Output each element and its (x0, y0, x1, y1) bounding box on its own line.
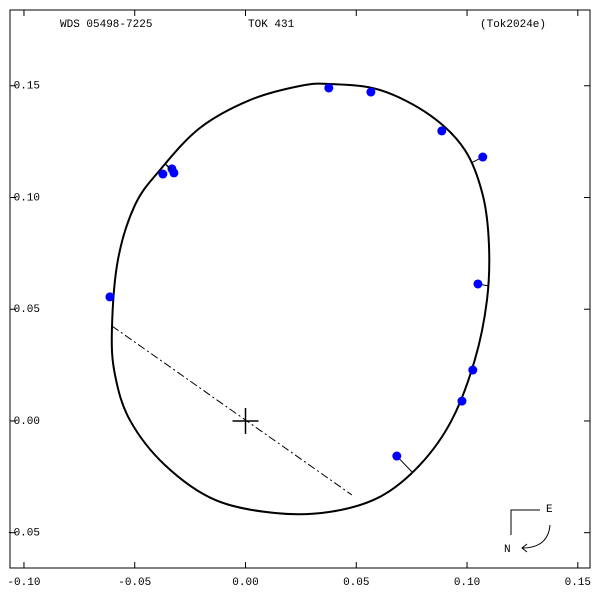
observation (324, 83, 334, 93)
observation (457, 396, 467, 406)
chart-title: WDS 05498-7225 (60, 19, 152, 31)
chart-subtitle: TOK 431 (248, 19, 295, 31)
primary-star (232, 407, 259, 434)
line-of-nodes (111, 325, 353, 496)
observation (478, 152, 488, 162)
compass-north: N (504, 544, 511, 556)
observation (468, 365, 478, 375)
observation (392, 451, 402, 461)
observation (158, 169, 168, 179)
observation (169, 168, 179, 178)
x-tick-label: 0.15 (565, 577, 591, 589)
y-tick-label: 0.00 (14, 416, 40, 428)
x-tick-label: 0.00 (232, 577, 258, 589)
x-tick-label: 0.10 (454, 577, 480, 589)
orbit (110, 82, 491, 516)
observation (366, 87, 376, 97)
observation (105, 292, 115, 302)
y-tick-label: 0.15 (14, 81, 40, 93)
compass-arrow (521, 524, 551, 553)
y-tick-label: 0.05 (14, 304, 40, 316)
x-tick-label: -0.10 (7, 577, 40, 589)
observation (437, 126, 447, 136)
observation (473, 279, 483, 289)
frame (9, 9, 591, 569)
y-tick-label: -0.05 (7, 528, 40, 540)
compass-axes (510, 509, 540, 535)
compass-east: E (546, 504, 553, 516)
x-tick-label: 0.05 (343, 577, 369, 589)
reference: (Tok2024e) (480, 19, 546, 31)
x-tick-label: -0.05 (118, 577, 151, 589)
y-tick-label: 0.10 (14, 192, 40, 204)
